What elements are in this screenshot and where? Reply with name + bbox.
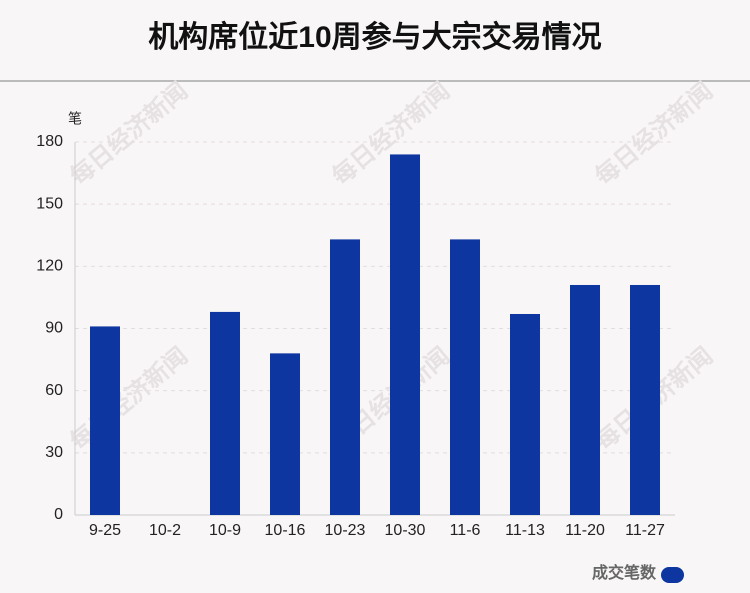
x-tick-label: 10-2: [149, 522, 181, 539]
y-tick-label: 150: [36, 195, 63, 212]
x-tick-label: 10-30: [385, 522, 426, 539]
x-tick-label: 10-9: [209, 522, 241, 539]
x-tick-label: 11-20: [565, 522, 605, 539]
y-tick-label: 90: [45, 320, 63, 337]
bar: [210, 311, 240, 515]
bar: [390, 154, 420, 515]
y-tick-label: 120: [36, 258, 63, 275]
y-tick-label: 60: [45, 382, 63, 399]
bar: [330, 239, 360, 515]
y-tick-label: 180: [36, 133, 63, 150]
y-axis-label: 笔: [68, 111, 82, 127]
x-tick-label: 10-16: [265, 522, 306, 539]
chart-title: 机构席位近10周参与大宗交易情况: [148, 20, 601, 54]
x-tick-label: 9-25: [89, 522, 121, 539]
x-tick-label: 11-6: [450, 522, 481, 539]
y-tick-label: 30: [45, 444, 63, 461]
bar: [90, 326, 120, 515]
legend-swatch: [661, 567, 684, 583]
bar: [630, 284, 660, 515]
bar: [270, 353, 300, 515]
bar: [450, 239, 480, 515]
y-tick-label: 0: [54, 506, 63, 523]
bar: [510, 313, 540, 515]
bar: [570, 284, 600, 515]
x-tick-label: 10-23: [325, 522, 366, 539]
legend-label: 成交笔数: [592, 563, 657, 582]
x-tick-label: 11-27: [625, 522, 665, 539]
x-tick-label: 11-13: [505, 522, 545, 539]
